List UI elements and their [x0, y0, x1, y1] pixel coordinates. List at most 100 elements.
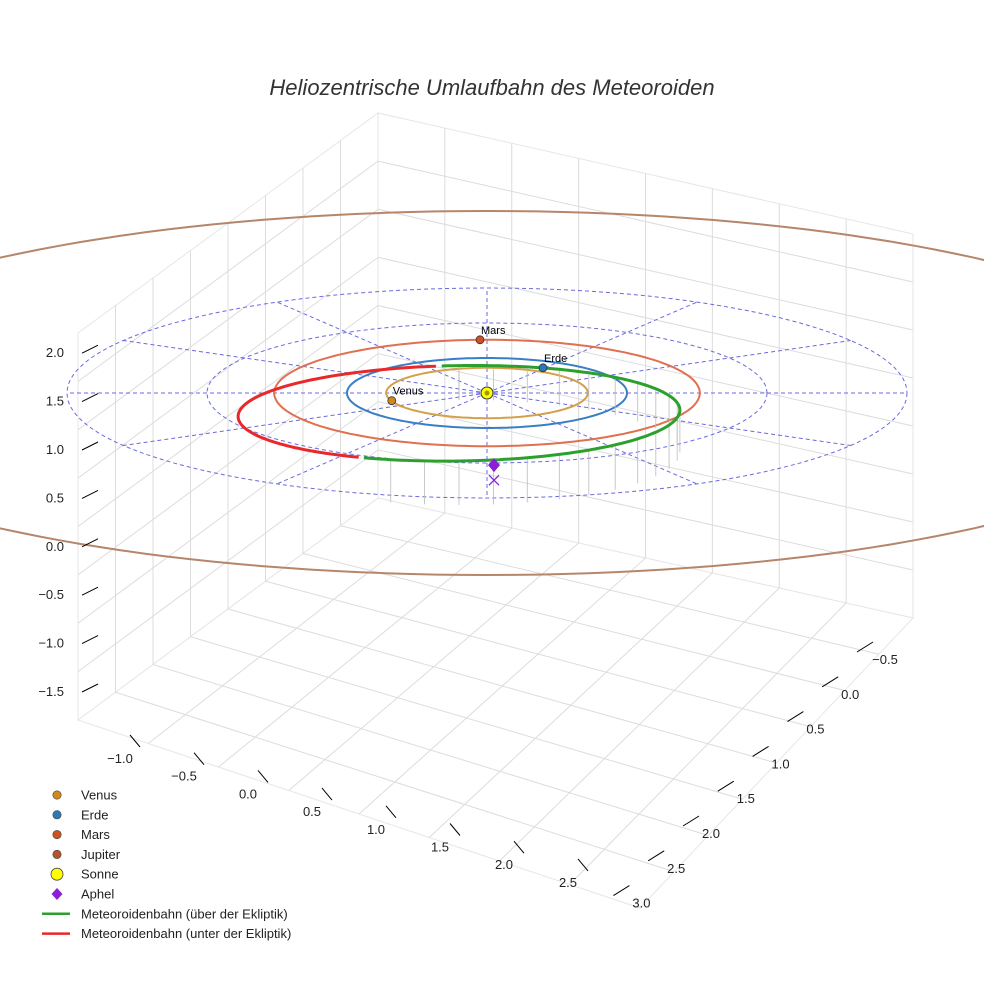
- grid-line: [340, 525, 879, 655]
- planet-orbits: [0, 209, 984, 577]
- grid-line: [377, 449, 914, 571]
- grid-line: [499, 587, 780, 862]
- grid-line: [77, 449, 379, 673]
- legend-swatch: [52, 810, 62, 820]
- meteoroid-orbit: [236, 364, 682, 506]
- legend-label: Aphel: [81, 887, 114, 902]
- y-tick-label: −0.5: [872, 652, 898, 667]
- legend-swatch: [52, 790, 62, 800]
- aphel-marker: [488, 458, 500, 473]
- x-tick-label: 2.5: [559, 875, 577, 890]
- ecliptic-radial: [123, 340, 488, 394]
- y-tick-label: 0.0: [841, 687, 859, 702]
- grid-line: [265, 580, 811, 728]
- x-tick: [129, 734, 141, 748]
- y-tick: [821, 676, 839, 688]
- x-tick-label: 1.5: [431, 840, 449, 855]
- y-tick: [717, 780, 735, 792]
- orbit-venus: [385, 366, 589, 420]
- grid-line: [302, 553, 845, 691]
- legend-label: Meteoroidenbahn (unter der Ekliptik): [81, 926, 291, 941]
- planet-venus: [387, 396, 397, 406]
- grid-line: [77, 353, 379, 576]
- x-tick-label: 0.0: [239, 786, 257, 801]
- z-tick-label: 0.5: [46, 490, 64, 505]
- grid-line: [77, 305, 379, 527]
- orbit-erde: [345, 357, 628, 429]
- legend: Venus Erde Mars Jupiter Sonne Aphel Meteoroide…: [42, 788, 291, 941]
- orbit-mars: [273, 338, 701, 448]
- legend-swatch: [50, 867, 64, 881]
- grid-line: [377, 305, 914, 427]
- x-tick-label: 1.0: [367, 822, 385, 837]
- y-tick-label: 3.0: [632, 896, 650, 911]
- x-tick-label: 2.0: [495, 857, 513, 872]
- legend-swatch: [51, 888, 63, 900]
- x-tick-label: −0.5: [171, 769, 197, 784]
- axis-ticks: −1.5 −1.0 −0.5 0.0 0.5 1.0 1.5 2.0 −1.0 −0.5 0.0 0.…: [38, 344, 898, 911]
- x-tick: [321, 787, 333, 801]
- meteoroid-orbit-below: [236, 364, 436, 459]
- z-tick-label: 0.0: [46, 539, 64, 554]
- ecliptic-ring: [66, 287, 908, 499]
- chart-title: Heliozentrische Umlaufbahn des Meteoroid…: [269, 75, 714, 100]
- y-tick: [787, 711, 804, 723]
- z-tick-label: 1.5: [46, 394, 64, 409]
- grid-pane-2: [76, 497, 914, 909]
- y-tick: [752, 745, 769, 757]
- legend-swatch: [52, 849, 62, 859]
- x-tick: [193, 752, 205, 766]
- y-tick-label: 0.5: [806, 722, 824, 737]
- z-tick: [81, 393, 99, 403]
- z-tick-label: 2.0: [46, 345, 64, 360]
- z-tick-label: −1.0: [38, 636, 64, 651]
- planet-label-mars: Mars: [481, 325, 506, 337]
- y-tick: [682, 815, 700, 827]
- planet-erde: [538, 363, 548, 373]
- legend-label: Venus: [81, 788, 118, 803]
- y-tick: [613, 885, 630, 897]
- orbit-jupiter: [0, 209, 984, 577]
- grid-line: [377, 353, 914, 475]
- meteoroid-orbit-above: [363, 364, 682, 463]
- planet-label-erde: Erde: [544, 353, 567, 365]
- legend-swatch: [52, 830, 62, 840]
- z-tick: [81, 344, 99, 354]
- z-tick: [81, 441, 99, 451]
- ecliptic-radial: [486, 340, 851, 394]
- y-tick-label: 2.5: [667, 861, 685, 876]
- grid-line: [569, 602, 847, 885]
- x-tick-label: −1.0: [107, 751, 133, 766]
- z-tick-label: −0.5: [38, 587, 64, 602]
- grid-line: [428, 572, 713, 838]
- y-tick: [647, 850, 665, 862]
- x-tick: [257, 770, 269, 783]
- y-tick-label: 1.0: [772, 756, 790, 771]
- z-tick: [81, 683, 99, 693]
- x-tick-label: 0.5: [303, 804, 321, 819]
- ecliptic-radial: [123, 392, 488, 446]
- z-tick: [81, 586, 99, 596]
- z-tick-label: 1.0: [46, 442, 64, 457]
- x-tick: [513, 840, 525, 854]
- legend-label: Jupiter: [81, 847, 121, 862]
- x-tick: [449, 823, 461, 836]
- grid-layer: [76, 112, 914, 909]
- sun-core: [484, 390, 490, 396]
- x-tick: [385, 805, 397, 819]
- grid-line: [77, 401, 379, 624]
- aphel-projection-marker: [488, 474, 500, 486]
- grid-line: [358, 557, 646, 815]
- z-tick: [81, 635, 99, 645]
- y-tick: [856, 641, 874, 653]
- z-tick: [81, 489, 99, 499]
- planet-label-venus: Venus: [393, 386, 424, 398]
- legend-label: Sonne: [81, 867, 119, 882]
- z-tick: [81, 538, 99, 548]
- planet-mars: [475, 335, 485, 345]
- legend-label: Erde: [81, 807, 108, 822]
- y-tick-label: 2.0: [702, 826, 720, 841]
- legend-label: Mars: [81, 827, 110, 842]
- z-tick-label: −1.5: [38, 684, 64, 699]
